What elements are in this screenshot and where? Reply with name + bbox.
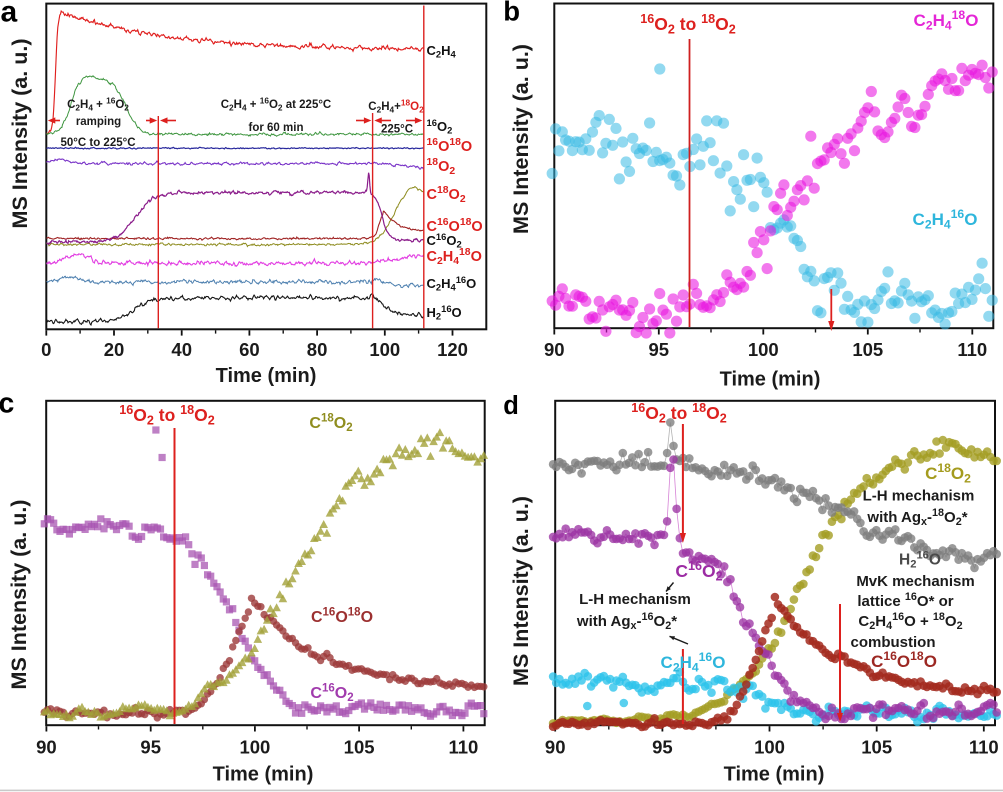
svg-text:20: 20 xyxy=(104,339,125,360)
svg-text:16O2 to 18O2: 16O2 to 18O2 xyxy=(640,12,736,37)
svg-text:c: c xyxy=(0,387,15,419)
svg-text:105: 105 xyxy=(861,737,892,758)
svg-text:C16O2: C16O2 xyxy=(310,683,353,705)
svg-text:100: 100 xyxy=(369,339,400,360)
svg-text:100: 100 xyxy=(239,737,270,758)
svg-text:Time (min): Time (min) xyxy=(213,764,314,786)
svg-text:C2H418O: C2H418O xyxy=(427,247,482,267)
svg-text:L-H mechanism: L-H mechanism xyxy=(579,591,691,608)
svg-text:C2H416O + 18O2: C2H416O + 18O2 xyxy=(858,611,962,632)
svg-text:40: 40 xyxy=(171,339,192,360)
svg-text:lattice 16O* or: lattice 16O* or xyxy=(857,591,953,610)
svg-text:C16O18O: C16O18O xyxy=(427,217,483,235)
svg-text:110: 110 xyxy=(957,339,987,360)
svg-text:18O2: 18O2 xyxy=(427,157,456,177)
svg-text:C2H416O: C2H416O xyxy=(913,207,978,231)
svg-text:MS Intensity (a. u.): MS Intensity (a. u.) xyxy=(509,44,533,234)
svg-text:b: b xyxy=(503,0,520,27)
svg-text:C16O2: C16O2 xyxy=(427,231,462,250)
svg-text:combustion: combustion xyxy=(851,634,936,651)
svg-text:C2H4 + 16O2: C2H4 + 16O2 xyxy=(67,95,129,112)
svg-text:MS Intensity (a. u.): MS Intensity (a. u.) xyxy=(509,496,533,686)
svg-text:95: 95 xyxy=(140,737,161,758)
svg-text:C2H4 + 16O2 at 225°C: C2H4 + 16O2 at 225°C xyxy=(221,95,332,112)
svg-text:MvK mechanism: MvK mechanism xyxy=(856,573,974,590)
svg-text:16O2: 16O2 xyxy=(427,117,453,136)
svg-text:C2H4+18O2: C2H4+18O2 xyxy=(368,97,424,114)
svg-text:with Agx-16O2*: with Agx-16O2* xyxy=(576,611,677,632)
svg-text:90: 90 xyxy=(544,339,565,360)
svg-text:Time (min): Time (min) xyxy=(216,365,317,387)
svg-text:95: 95 xyxy=(652,737,673,758)
svg-text:MS Intensity (a. u.): MS Intensity (a. u.) xyxy=(7,500,31,690)
svg-text:C2H418O: C2H418O xyxy=(914,8,979,32)
svg-text:120: 120 xyxy=(437,339,468,360)
svg-text:110: 110 xyxy=(448,737,478,758)
svg-text:C16O18O: C16O18O xyxy=(311,607,373,626)
svg-text:105: 105 xyxy=(852,339,883,360)
svg-text:105: 105 xyxy=(344,737,375,758)
svg-text:0: 0 xyxy=(41,339,51,360)
svg-text:d: d xyxy=(503,392,519,420)
svg-text:for 60 min: for 60 min xyxy=(249,122,304,134)
svg-text:Time (min): Time (min) xyxy=(724,764,825,786)
svg-text:C2H416O: C2H416O xyxy=(661,650,726,674)
svg-text:90: 90 xyxy=(36,737,57,758)
svg-text:H216O: H216O xyxy=(899,549,941,570)
svg-text:MS Intensity (a. u.): MS Intensity (a. u.) xyxy=(8,39,32,229)
svg-text:95: 95 xyxy=(649,339,670,360)
svg-text:C16O2: C16O2 xyxy=(675,559,722,584)
svg-text:C2H416O: C2H416O xyxy=(427,274,477,293)
svg-text:ramping: ramping xyxy=(76,116,121,128)
svg-text:16O2 to 18O2: 16O2 to 18O2 xyxy=(631,401,727,426)
svg-text:C16O18O: C16O18O xyxy=(871,649,937,671)
svg-text:16O18O: 16O18O xyxy=(427,137,473,155)
svg-text:a: a xyxy=(1,0,18,28)
svg-text:H216O: H216O xyxy=(427,303,462,322)
svg-text:110: 110 xyxy=(969,737,999,758)
svg-text:C18O2: C18O2 xyxy=(427,185,466,205)
svg-text:16O2 to 18O2: 16O2 to 18O2 xyxy=(119,403,215,428)
svg-text:L-H mechanism: L-H mechanism xyxy=(863,488,975,505)
svg-text:100: 100 xyxy=(754,737,785,758)
svg-text:C2H4: C2H4 xyxy=(427,43,457,60)
svg-text:90: 90 xyxy=(545,737,566,758)
svg-text:C18O2: C18O2 xyxy=(309,413,352,435)
svg-text:Time (min): Time (min) xyxy=(720,369,821,391)
svg-text:C18O2: C18O2 xyxy=(925,461,971,485)
svg-text:225°C: 225°C xyxy=(381,124,413,136)
svg-text:80: 80 xyxy=(307,339,328,360)
svg-text:with Agx-18O2*: with Agx-18O2* xyxy=(866,507,967,528)
svg-text:100: 100 xyxy=(748,339,779,360)
svg-text:50°C to 225°C: 50°C to 225°C xyxy=(60,137,135,149)
svg-text:60: 60 xyxy=(239,339,260,360)
